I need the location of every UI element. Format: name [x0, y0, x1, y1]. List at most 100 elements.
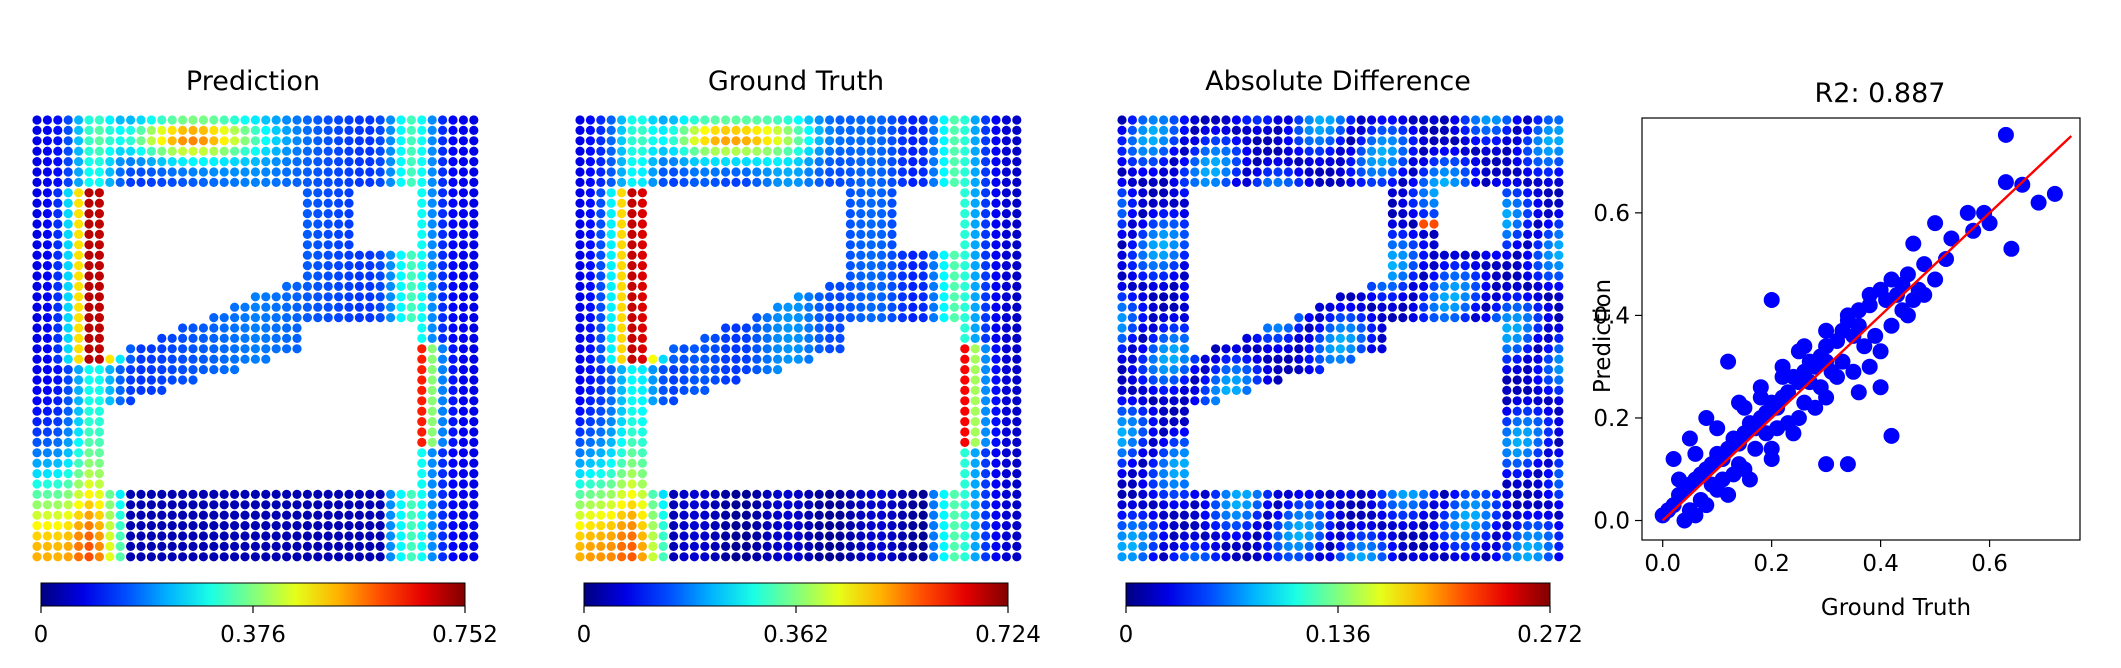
heatmap-node: [1148, 531, 1158, 541]
heatmap-node: [427, 250, 437, 260]
heatmap-node: [1387, 146, 1397, 156]
heatmap-node: [1356, 323, 1366, 333]
heatmap-node: [63, 188, 73, 198]
heatmap-node: [126, 177, 136, 187]
heatmap-node: [949, 136, 960, 146]
heatmap-node: [1304, 115, 1314, 125]
heatmap-node: [1398, 219, 1408, 229]
heatmap-node: [427, 437, 437, 447]
heatmap-node: [689, 489, 700, 499]
heatmap-node: [126, 167, 136, 177]
heatmap-node: [981, 531, 991, 541]
heatmap-node: [1439, 271, 1449, 281]
heatmap-node: [1460, 510, 1470, 520]
heatmap-node: [1001, 479, 1012, 489]
heatmap-node: [669, 510, 679, 520]
heatmap-node: [679, 552, 689, 562]
heatmap-node: [188, 333, 198, 343]
heatmap-node: [1408, 240, 1418, 250]
heatmap-node: [375, 531, 385, 541]
heatmap-node: [1117, 354, 1127, 364]
heatmap-node: [783, 167, 793, 177]
heatmap-node: [1138, 500, 1148, 510]
heatmap-node: [627, 354, 637, 364]
heatmap-node: [136, 375, 146, 385]
heatmap-node: [1138, 157, 1148, 167]
heatmap-node: [1273, 531, 1283, 541]
heatmap-node: [1169, 115, 1179, 125]
heatmap-node: [596, 271, 606, 281]
heatmap-node: [42, 365, 53, 375]
heatmap-node: [1148, 271, 1158, 281]
heatmap-node: [596, 167, 606, 177]
heatmap-node: [866, 250, 876, 260]
heatmap-node: [721, 541, 731, 552]
heatmap-node: [585, 510, 596, 520]
heatmap-node: [1117, 209, 1127, 219]
heatmap-node: [866, 521, 876, 531]
heatmap-node: [585, 198, 596, 208]
heatmap-node: [637, 209, 648, 219]
heatmap-node: [1429, 302, 1439, 312]
heatmap-node: [105, 531, 115, 541]
heatmap-node: [741, 157, 752, 167]
heatmap-node: [1512, 302, 1522, 312]
heatmap-node: [1512, 479, 1522, 489]
heatmap-node: [679, 167, 689, 177]
colorbar-tick-label: 0.136: [1305, 622, 1371, 648]
heatmap-node: [1127, 354, 1137, 364]
heatmap-node: [157, 365, 167, 375]
heatmap-node: [1117, 157, 1127, 167]
heatmap-node: [1127, 292, 1137, 302]
heatmap-node: [1179, 271, 1189, 281]
heatmap-node: [1512, 125, 1522, 135]
heatmap-node: [1356, 177, 1366, 187]
heatmap-node: [596, 500, 606, 510]
heatmap-node: [1138, 250, 1148, 260]
scatter-title: R2: 0.887: [1815, 78, 1946, 109]
heatmap-node: [1179, 157, 1189, 167]
heatmap-node: [250, 552, 260, 562]
heatmap-node: [1335, 489, 1345, 499]
heatmap-node: [438, 437, 448, 447]
heatmap-node: [575, 510, 585, 520]
heatmap-node: [1533, 281, 1543, 291]
heatmap-node: [617, 489, 627, 499]
heatmap-node: [458, 437, 468, 447]
heatmap-node: [42, 167, 53, 177]
heatmap-node: [960, 281, 970, 291]
heatmap-node: [804, 541, 814, 552]
heatmap-node: [1001, 146, 1012, 156]
heatmap-node: [427, 354, 437, 364]
heatmap-node: [596, 115, 606, 125]
heatmap-node: [1179, 365, 1189, 375]
heatmap-node: [637, 479, 648, 489]
heatmap-node: [427, 240, 437, 250]
heatmap-node: [804, 323, 814, 333]
heatmap-node: [1294, 125, 1304, 135]
heatmap-node: [804, 167, 814, 177]
heatmap-node: [209, 552, 219, 562]
heatmap-node: [741, 510, 752, 520]
heatmap-node: [1012, 115, 1022, 125]
heatmap-node: [438, 417, 448, 427]
heatmap-node: [188, 136, 198, 146]
heatmap-node: [1398, 500, 1408, 510]
heatmap-node: [1231, 177, 1241, 187]
heatmap-node: [42, 188, 53, 198]
heatmap-node: [115, 146, 125, 156]
heatmap-node: [32, 437, 42, 447]
heatmap-node: [448, 261, 458, 271]
heatmap-node: [458, 157, 468, 167]
heatmap-node: [710, 146, 720, 156]
heatmap-node: [981, 385, 991, 395]
heatmap-node: [1159, 344, 1169, 354]
heatmap-node: [1263, 115, 1273, 125]
heatmap-node: [1367, 157, 1377, 167]
heatmap-node: [1387, 188, 1397, 198]
heatmap-node: [658, 375, 668, 385]
heatmap-node: [835, 500, 845, 510]
heatmap-node: [386, 500, 396, 510]
heatmap-node: [230, 323, 240, 333]
heatmap-node: [53, 541, 63, 552]
